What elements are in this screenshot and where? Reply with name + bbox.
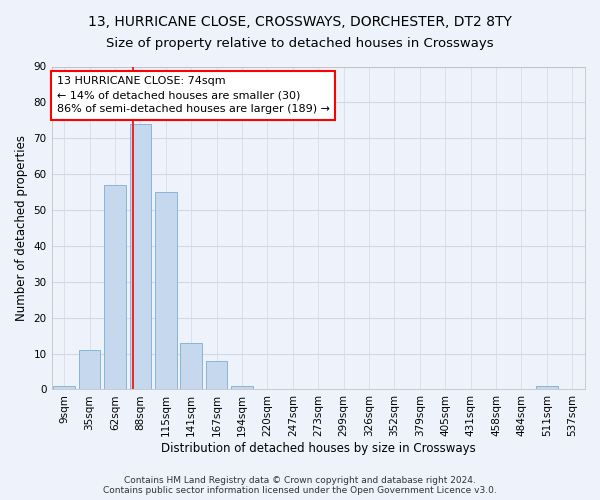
Bar xyxy=(155,192,176,390)
Y-axis label: Number of detached properties: Number of detached properties xyxy=(15,135,28,321)
Bar xyxy=(104,185,126,390)
Bar xyxy=(231,386,253,390)
Text: 13, HURRICANE CLOSE, CROSSWAYS, DORCHESTER, DT2 8TY: 13, HURRICANE CLOSE, CROSSWAYS, DORCHEST… xyxy=(88,15,512,29)
Text: Size of property relative to detached houses in Crossways: Size of property relative to detached ho… xyxy=(106,38,494,51)
Text: Contains HM Land Registry data © Crown copyright and database right 2024.
Contai: Contains HM Land Registry data © Crown c… xyxy=(103,476,497,495)
Bar xyxy=(79,350,100,390)
Text: 13 HURRICANE CLOSE: 74sqm
← 14% of detached houses are smaller (30)
86% of semi-: 13 HURRICANE CLOSE: 74sqm ← 14% of detac… xyxy=(57,76,330,114)
Bar xyxy=(206,361,227,390)
Bar xyxy=(181,343,202,390)
Bar xyxy=(536,386,557,390)
Bar xyxy=(130,124,151,390)
Bar xyxy=(53,386,75,390)
X-axis label: Distribution of detached houses by size in Crossways: Distribution of detached houses by size … xyxy=(161,442,476,455)
